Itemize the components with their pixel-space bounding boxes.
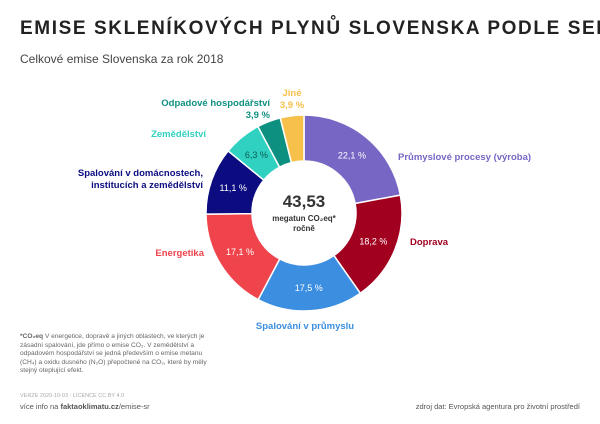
value-label: 6,3 % [245, 150, 268, 160]
center-value: 43,53 [283, 192, 326, 211]
category-label: Zemědělství [151, 129, 206, 140]
footnote-term: *CO₂eq [20, 333, 44, 340]
value-label: 11,1 % [220, 183, 247, 193]
center-period: ročně [293, 224, 315, 233]
category-label: Průmyslové procesy (výroba) [398, 152, 532, 163]
value-label: 3,9 % [279, 100, 305, 111]
category-label: Energetika [155, 248, 204, 259]
more-info-prefix: více info na [20, 402, 59, 411]
value-label: 17,5 % [295, 283, 323, 293]
more-info: více info na faktaoklimatu.cz/emise-sr [20, 402, 150, 411]
source: zdroj dat: Evropská agentura pro životní… [415, 402, 580, 411]
more-info-site[interactable]: faktaoklimatu.cz [60, 402, 119, 411]
footnote: *CO₂eq V energetice, dopravě a jiných ob… [20, 333, 210, 376]
chart-title: EMISE SKLENÍKOVÝCH PLYNŮ SLOVENSKA PODLE… [20, 18, 600, 39]
value-label: 22,1 % [338, 150, 366, 160]
value-label: 17,1 % [226, 247, 254, 257]
category-label: Odpadové hospodářství [161, 98, 270, 109]
more-info-path[interactable]: /emise-sr [118, 402, 150, 411]
donut-segment [279, 114, 305, 164]
center-unit: megatun CO₂eq* [272, 214, 336, 223]
category-label: Doprava [410, 237, 449, 248]
value-label: 18,2 % [359, 236, 387, 246]
category-label: Spalování v průmyslu [255, 321, 355, 332]
version: VERZE 2020-10-03 · LICENCE CC BY 4.0 [20, 393, 125, 399]
footnote-text: V energetice, dopravě a jiných oblastech… [20, 333, 207, 374]
value-label: 3,9 % [245, 110, 270, 121]
chart-subtitle: Celkové emise Slovenska za rok 2018 [20, 52, 224, 66]
category-label: Jiné [282, 88, 302, 99]
category-label: Spalování v domácnostech, institucích a … [77, 168, 203, 191]
